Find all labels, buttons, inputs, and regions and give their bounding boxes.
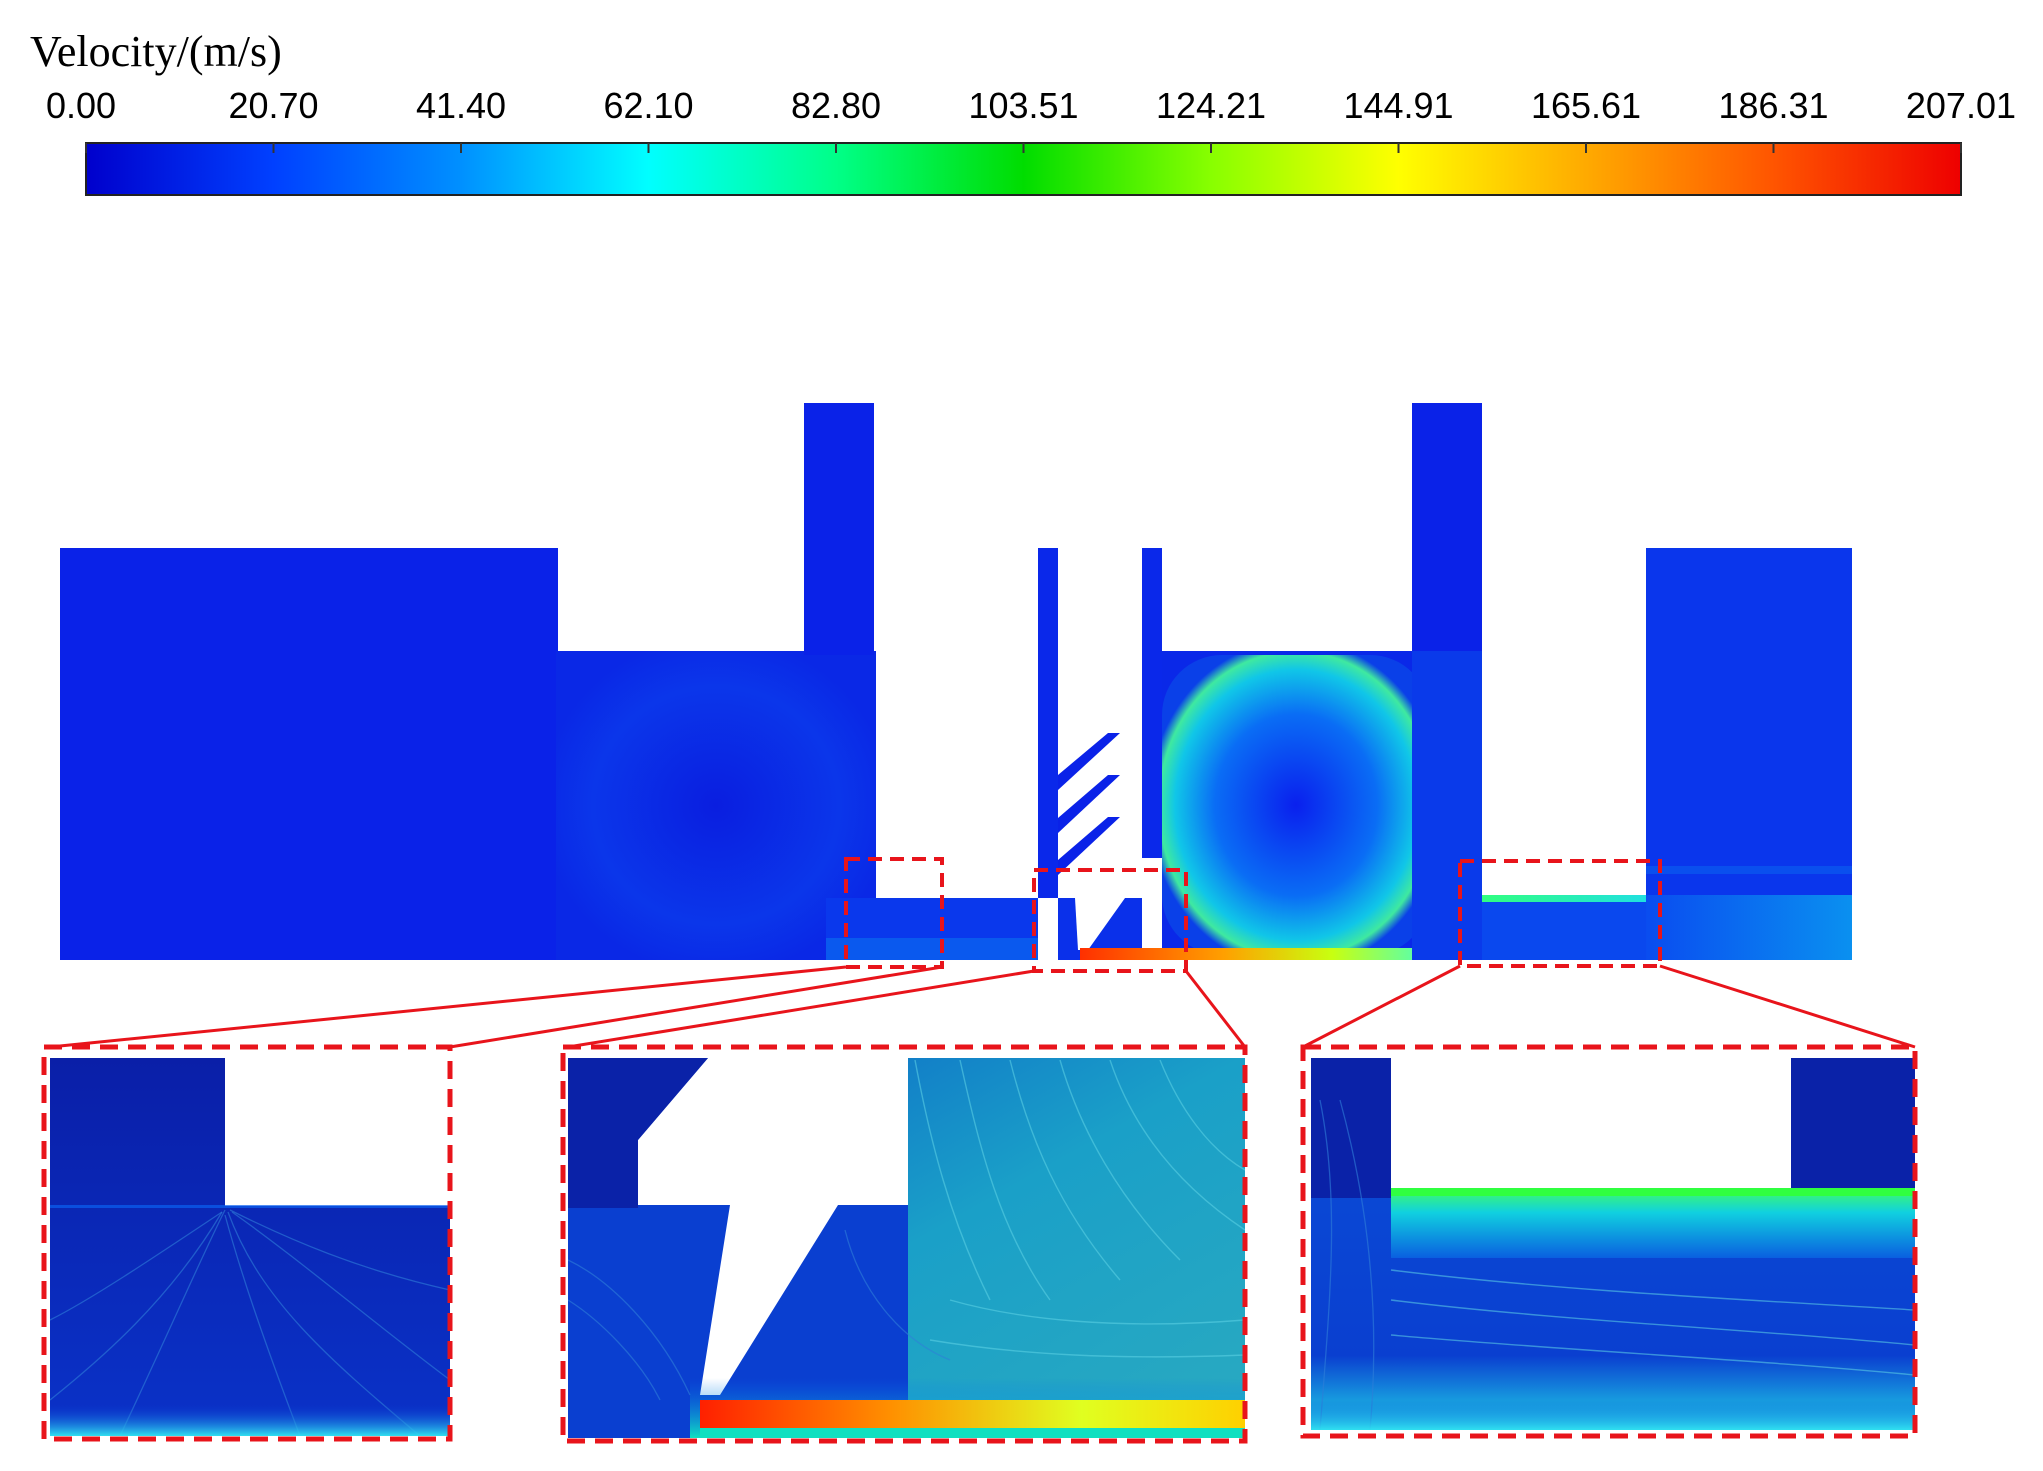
swirl-vane-1: [1058, 733, 1120, 790]
inset-frame-left: [41, 1044, 453, 1442]
highlight-box-left: [844, 857, 944, 969]
tick-label: 41.40: [416, 85, 506, 126]
left-chamber: [60, 548, 558, 960]
inset-jet-core: [700, 1400, 1245, 1428]
right-outlet-chamber: [1646, 548, 1852, 960]
tick-label: 20.70: [228, 85, 318, 126]
nozzle-needle: [1075, 898, 1125, 950]
legend-tick-labels: 0.00 20.70 41.40 62.10 82.80 103.51 124.21 144.…: [46, 85, 2016, 126]
inset-wall-jet: [1391, 1188, 1915, 1258]
highlight-boxes: [844, 857, 1662, 973]
legend-title: Velocity/(m/s): [30, 27, 282, 76]
legend-tick-marks: [85, 143, 1962, 153]
tick-label: 207.01: [1906, 85, 2016, 126]
swirl-vane-2: [1058, 775, 1120, 833]
tick-label: 186.31: [1718, 85, 1828, 126]
colorbar-legend: Velocity/(m/s) 0.00 20.70 41.40 62.10 82.80 1…: [30, 27, 2016, 196]
left-riser: [804, 403, 874, 655]
tick-label: 62.10: [603, 85, 693, 126]
tick-label: 82.80: [791, 85, 881, 126]
zoom-inset-nozzle-throat: [560, 1044, 1248, 1444]
tick-label: 144.91: [1343, 85, 1453, 126]
tick-label: 0.00: [46, 85, 116, 126]
right-channel: [1482, 898, 1646, 960]
swirl-vane-3: [1058, 817, 1120, 875]
highlight-box-center: [1032, 868, 1188, 973]
inset-frame-right: [1300, 1044, 1918, 1439]
tick-label: 103.51: [968, 85, 1078, 126]
main-jet: [1080, 948, 1440, 960]
inner-tube-left: [1038, 548, 1058, 898]
flow-domain: [60, 403, 1852, 960]
leader-lines: [49, 964, 1916, 1049]
zoom-inset-right-step: [1300, 1044, 1918, 1439]
right-riser: [1412, 403, 1482, 655]
left-vortex-chamber: [556, 651, 876, 960]
zoom-inset-left-step: [41, 1044, 453, 1442]
tick-label: 124.21: [1156, 85, 1266, 126]
inner-tube-right: [1142, 548, 1162, 858]
tick-label: 165.61: [1531, 85, 1641, 126]
inset-frame-center: [560, 1044, 1248, 1444]
highlight-box-right: [1458, 859, 1662, 968]
